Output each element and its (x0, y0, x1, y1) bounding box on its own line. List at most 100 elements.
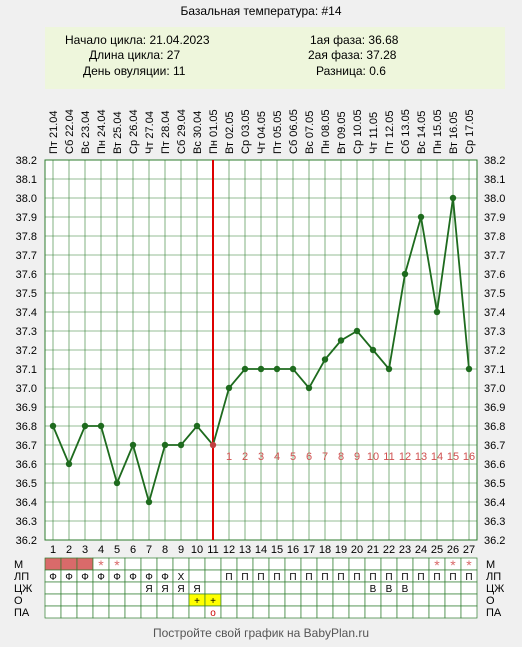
table-cell (428, 593, 446, 607)
row-label-right: ЦЖ (486, 583, 504, 595)
temperature-point (145, 498, 153, 506)
table-cell (252, 557, 270, 571)
y-tick-label: 36.3 (16, 516, 37, 528)
x-day-label: 27 (463, 544, 475, 556)
table-cell (284, 581, 302, 595)
table-cell (140, 605, 158, 619)
post-ovulation-day-label: 13 (415, 451, 427, 463)
table-cell (412, 605, 430, 619)
post-ovulation-day-label: 8 (338, 451, 344, 463)
y-tick-label: 36.9 (16, 402, 37, 414)
table-cell (444, 593, 462, 607)
y-tick-label: 37.7 (484, 250, 505, 262)
x-day-label: 22 (383, 544, 395, 556)
row-label-left: ПА (14, 607, 30, 619)
table-cell (364, 557, 382, 571)
cycle-table: М М* * * * *ЛП ЛПФ Ф Ф Ф Ф Ф Ф Ф Х П П П П П П П П П П П П П П П ПЦЖ ЦЖ… (14, 557, 504, 619)
x-day-label: 3 (82, 544, 88, 556)
temperature-series (49, 194, 473, 506)
table-cell (444, 605, 462, 619)
table-cell-mark: * (434, 557, 440, 573)
chart-title: Базальная температура: #14 (180, 4, 342, 18)
temperature-point (177, 441, 185, 449)
table-cell-mark: П (257, 572, 264, 583)
x-date-label: Пт 12.05 (384, 110, 396, 154)
y-axis-left: 36.2 36.3 36.4 36.5 36.6 36.7 36.8 36.9 37.0 37.1… (16, 155, 37, 547)
y-tick-label: 37.6 (484, 269, 505, 281)
temperature-point (257, 365, 265, 373)
table-cell (172, 605, 190, 619)
table-cell (156, 593, 174, 607)
temperature-point (337, 337, 345, 344)
x-date-label: Пн 15.05 (432, 109, 444, 154)
table-cell (316, 581, 334, 595)
x-day-label: 1 (50, 544, 56, 556)
y-tick-label: 37.0 (16, 383, 37, 395)
table-cell (332, 593, 350, 607)
post-ovulation-day-label: 12 (399, 451, 411, 463)
table-cell (108, 581, 126, 595)
x-day-label: 20 (351, 544, 363, 556)
table-cell-mark: Я (177, 584, 184, 595)
table-cell-mark: П (289, 572, 296, 583)
x-date-label: Сб 22.04 (64, 109, 76, 154)
table-cell (316, 593, 334, 607)
x-day-label: 26 (447, 544, 459, 556)
x-day-label: 17 (303, 544, 315, 556)
x-day-label: 19 (335, 544, 347, 556)
y-tick-label: 38.1 (16, 174, 37, 186)
table-cell (300, 557, 318, 571)
y-tick-label: 37.3 (484, 326, 505, 338)
temperature-point (321, 356, 329, 363)
table-cell-mark: Ф (129, 572, 137, 583)
post-ovulation-day-label: 10 (367, 451, 379, 463)
post-ovulation-day-label: 15 (447, 451, 459, 463)
x-day-label: 18 (319, 544, 331, 556)
temperature-point (401, 270, 409, 278)
table-cell-mark: * (466, 557, 472, 573)
table-cell (220, 593, 238, 607)
x-date-label: Пт 21.04 (48, 110, 60, 154)
y-tick-label: 37.5 (484, 288, 505, 300)
table-cell (92, 581, 110, 595)
x-date-label: Ср 17.05 (464, 109, 476, 154)
x-day-label: 13 (239, 544, 251, 556)
phase-difference: Разница: 0.6 (316, 64, 386, 78)
footer-link[interactable]: Постройте свой график на BabyPlan.ru (152, 626, 370, 640)
post-ovulation-day-label: 3 (258, 451, 264, 463)
x-date-label: Сб 06.05 (288, 109, 300, 154)
table-cell (236, 581, 254, 595)
table-cell (204, 569, 222, 583)
table-cell (204, 581, 222, 595)
temperature-point (129, 441, 137, 449)
table-cell (268, 605, 286, 619)
temperature-point (113, 479, 121, 487)
row-label-right: М (486, 559, 495, 571)
table-cell (156, 557, 174, 571)
x-date-label: Пт 28.04 (160, 110, 172, 154)
table-cell (108, 593, 126, 607)
table-cell-mark: П (401, 572, 408, 583)
y-tick-label: 36.6 (484, 459, 505, 471)
table-cell (332, 581, 350, 595)
y-tick-label: 38.2 (16, 155, 37, 167)
y-tick-label: 36.9 (484, 402, 505, 414)
x-date-label: Чт 04.05 (256, 111, 268, 154)
post-ovulation-day-label: 16 (463, 451, 475, 463)
table-cell (268, 593, 286, 607)
table-cell-mark: Ф (81, 572, 89, 583)
y-tick-label: 37.4 (484, 307, 505, 319)
table-cell (76, 581, 94, 595)
phase2-average: 2ая фаза: 37.28 (308, 48, 397, 62)
cycle-length: Длина цикла: 27 (89, 48, 181, 62)
table-cell (188, 557, 206, 571)
x-date-label: Ср 10.05 (352, 109, 364, 154)
row-label-right: О (486, 595, 495, 607)
table-cell (124, 557, 142, 571)
table-cell (140, 593, 158, 607)
table-cell-mark: П (273, 572, 280, 583)
table-cell (444, 581, 462, 595)
table-cell (44, 593, 62, 607)
x-day-label: 8 (162, 544, 168, 556)
